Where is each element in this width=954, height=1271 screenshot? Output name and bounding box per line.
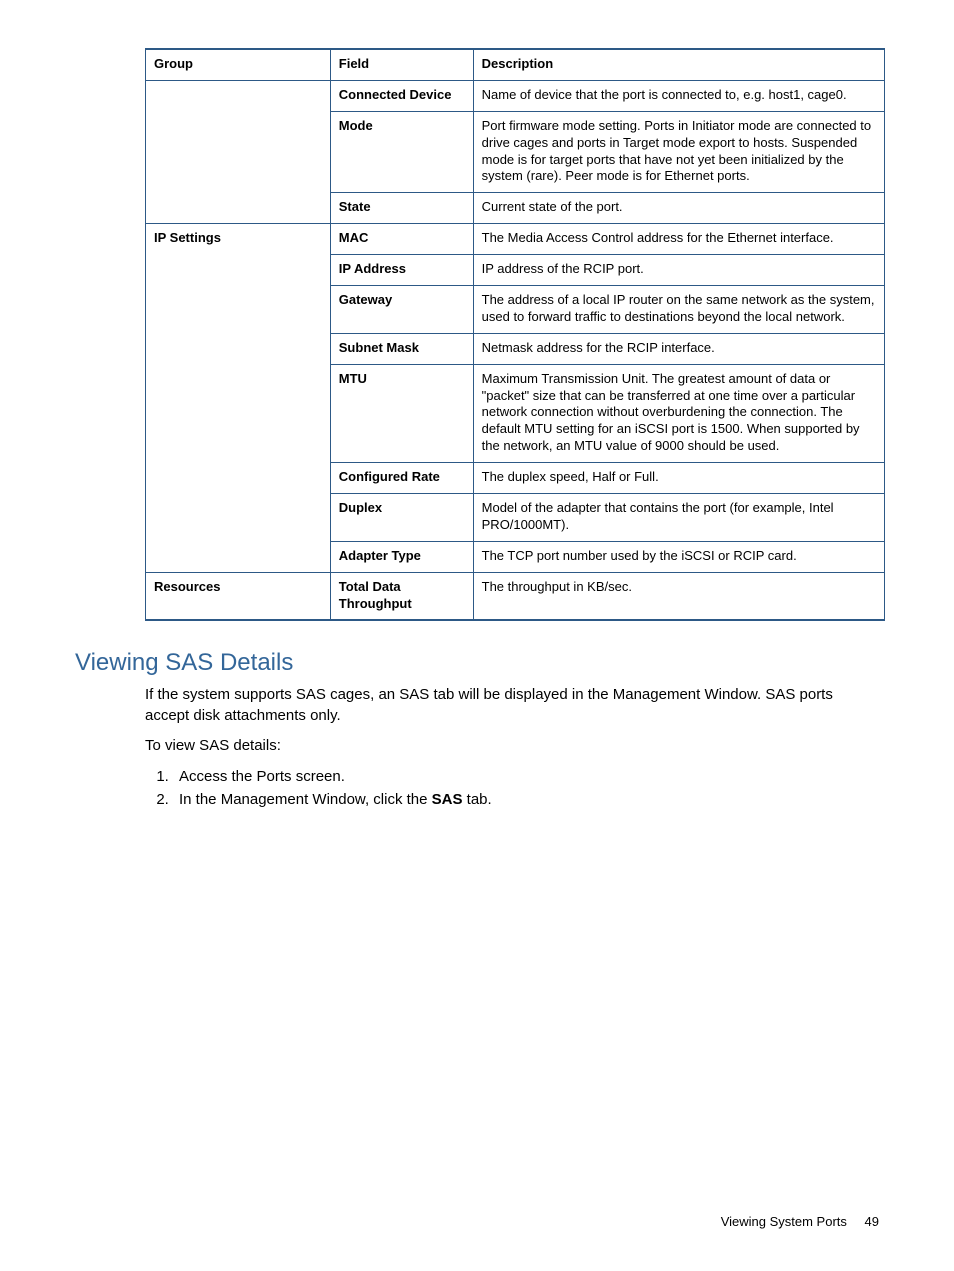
table-row: IP SettingsMACThe Media Access Control a…: [146, 224, 885, 255]
section-paragraph-2: To view SAS details:: [145, 736, 879, 756]
step-2: In the Management Window, click the SAS …: [173, 789, 879, 812]
field-cell: IP Address: [330, 255, 473, 286]
field-cell: Duplex: [330, 494, 473, 542]
col-header-description: Description: [473, 49, 884, 80]
step-2-post: tab.: [462, 791, 491, 808]
steps-list: Access the Ports screen. In the Manageme…: [145, 766, 879, 811]
field-cell: MAC: [330, 224, 473, 255]
field-cell: State: [330, 193, 473, 224]
field-cell: Connected Device: [330, 80, 473, 111]
description-cell: The duplex speed, Half or Full.: [473, 463, 884, 494]
step-1: Access the Ports screen.: [173, 766, 879, 789]
section-paragraph-1: If the system supports SAS cages, an SAS…: [145, 685, 879, 726]
description-cell: The TCP port number used by the iSCSI or…: [473, 541, 884, 572]
description-cell: Netmask address for the RCIP interface.: [473, 333, 884, 364]
footer-label: Viewing System Ports: [721, 1214, 847, 1229]
step-2-bold: SAS: [432, 791, 463, 808]
description-cell: Name of device that the port is connecte…: [473, 80, 884, 111]
col-header-group: Group: [146, 49, 331, 80]
field-cell: Gateway: [330, 286, 473, 334]
field-cell: MTU: [330, 364, 473, 462]
table-row: Connected DeviceName of device that the …: [146, 80, 885, 111]
table-header-row: Group Field Description: [146, 49, 885, 80]
field-cell: Subnet Mask: [330, 333, 473, 364]
footer-page-number: 49: [865, 1214, 879, 1229]
field-cell: Adapter Type: [330, 541, 473, 572]
group-cell: [146, 80, 331, 223]
description-cell: Model of the adapter that contains the p…: [473, 494, 884, 542]
field-cell: Mode: [330, 111, 473, 193]
group-cell: IP Settings: [146, 224, 331, 572]
section-heading: Viewing SAS Details: [75, 649, 879, 677]
description-cell: Maximum Transmission Unit. The greatest …: [473, 364, 884, 462]
description-cell: IP address of the RCIP port.: [473, 255, 884, 286]
description-cell: Port firmware mode setting. Ports in Ini…: [473, 111, 884, 193]
field-cell: Configured Rate: [330, 463, 473, 494]
fields-table: Group Field Description Connected Device…: [145, 48, 885, 621]
table-row: ResourcesTotal Data ThroughputThe throug…: [146, 572, 885, 620]
group-cell: Resources: [146, 572, 331, 620]
step-2-pre: In the Management Window, click the: [179, 791, 432, 808]
col-header-field: Field: [330, 49, 473, 80]
description-cell: The Media Access Control address for the…: [473, 224, 884, 255]
field-cell: Total Data Throughput: [330, 572, 473, 620]
description-cell: Current state of the port.: [473, 193, 884, 224]
page-footer: Viewing System Ports 49: [721, 1214, 879, 1229]
description-cell: The throughput in KB/sec.: [473, 572, 884, 620]
description-cell: The address of a local IP router on the …: [473, 286, 884, 334]
